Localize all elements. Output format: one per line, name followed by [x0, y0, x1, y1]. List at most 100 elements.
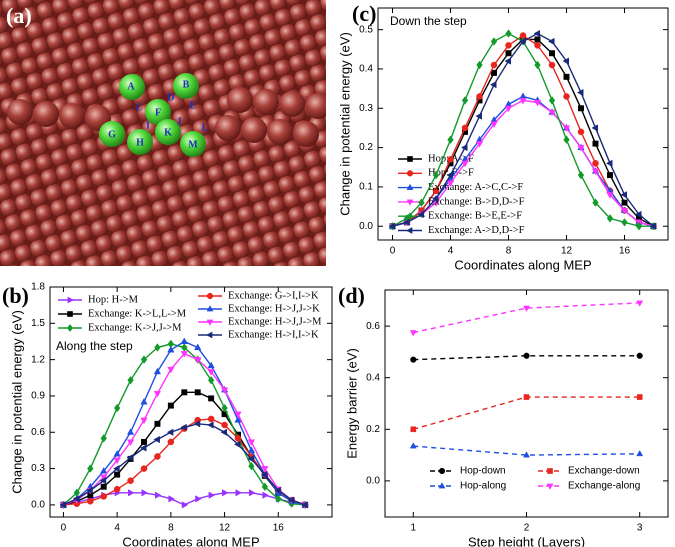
- marker: [195, 495, 202, 503]
- marker: [620, 191, 627, 199]
- marker: [234, 416, 242, 423]
- marker: [534, 36, 541, 43]
- y-tick-label: 1.2: [31, 354, 45, 365]
- atom-label: J: [177, 116, 182, 127]
- marker: [476, 93, 483, 100]
- y-tick-label: 0.0: [359, 221, 373, 232]
- structure-image: A B C D E F G H I J K L M (a): [0, 0, 326, 266]
- panel-label: (b): [2, 283, 29, 308]
- legend-marker: [206, 331, 213, 339]
- series-line: [63, 423, 306, 506]
- marker: [431, 195, 439, 203]
- marker: [533, 99, 542, 107]
- marker: [207, 375, 215, 385]
- legend-label: Exchange: K->J,J->M: [88, 322, 182, 333]
- marker: [248, 461, 255, 471]
- marker: [490, 121, 498, 129]
- x-axis-label: Step height (Layers): [468, 534, 585, 547]
- atom-label: M: [188, 139, 198, 150]
- marker: [287, 496, 295, 504]
- legend-label: Exchange: A->C,C->F: [428, 182, 523, 193]
- legend-marker: [406, 199, 414, 206]
- marker: [261, 482, 269, 491]
- y-axis-label: Change in potential energy (eV): [337, 32, 352, 216]
- marker: [153, 435, 160, 444]
- x-tick-label: 4: [448, 246, 454, 257]
- marker: [562, 125, 571, 132]
- marker: [533, 29, 540, 38]
- legend-label: Hop: H->M: [88, 294, 139, 305]
- y-tick-label: 0.1: [359, 182, 373, 193]
- legend-marker: [206, 292, 214, 300]
- marker: [72, 495, 80, 503]
- x-tick-label: 8: [506, 246, 512, 257]
- marker: [126, 439, 135, 446]
- marker: [127, 477, 134, 484]
- legend-label: Hop-down: [460, 466, 506, 477]
- marker: [233, 440, 241, 448]
- marker: [504, 57, 511, 65]
- legend-marker: [67, 311, 73, 317]
- marker: [563, 135, 570, 144]
- marker: [140, 465, 148, 472]
- marker: [636, 449, 644, 457]
- marker: [181, 389, 188, 396]
- y-tick-label: 0.6: [31, 427, 45, 438]
- marker: [475, 112, 482, 120]
- marker: [141, 438, 147, 445]
- marker: [207, 369, 215, 376]
- marker: [247, 446, 256, 453]
- marker: [548, 109, 556, 117]
- legend-marker: [406, 183, 414, 190]
- marker: [220, 387, 229, 394]
- marker: [274, 486, 281, 494]
- marker: [446, 171, 453, 179]
- marker: [592, 140, 599, 147]
- marker: [167, 402, 174, 409]
- marker: [59, 501, 66, 509]
- marker: [605, 159, 613, 167]
- marker: [549, 50, 555, 57]
- marker: [234, 411, 242, 419]
- marker: [606, 192, 614, 199]
- marker: [621, 218, 628, 227]
- marker: [591, 124, 598, 132]
- annotation: Along the step: [56, 339, 133, 353]
- legend-marker: [546, 483, 554, 490]
- marker: [402, 218, 410, 226]
- marker: [220, 428, 228, 436]
- x-tick-label: 4: [114, 523, 120, 534]
- marker: [409, 330, 417, 337]
- series-line: [413, 355, 640, 361]
- marker: [548, 96, 556, 105]
- marker: [548, 61, 556, 69]
- marker: [140, 355, 148, 364]
- marker: [260, 471, 268, 479]
- atom-label: D: [167, 92, 174, 103]
- marker: [446, 180, 455, 188]
- marker: [180, 423, 187, 432]
- marker: [100, 483, 107, 490]
- atom-label: F: [155, 107, 161, 118]
- marker: [606, 214, 614, 223]
- legend-marker: [206, 319, 214, 326]
- x-tick-label: 0: [390, 246, 396, 257]
- step-row: [7, 87, 326, 147]
- marker: [153, 367, 162, 375]
- marker: [167, 345, 175, 353]
- x-tick-label: 12: [561, 246, 573, 257]
- annotation: Down the step: [390, 14, 467, 28]
- marker: [100, 466, 108, 474]
- y-tick-label: 0.9: [31, 391, 45, 402]
- legend-marker: [438, 482, 446, 489]
- legend-label: Exchange: A->D,D->F: [428, 225, 525, 236]
- marker: [410, 426, 417, 433]
- marker: [207, 421, 214, 429]
- marker: [154, 491, 162, 499]
- marker: [620, 208, 629, 215]
- marker: [636, 300, 644, 307]
- legend-marker: [66, 323, 74, 333]
- marker: [193, 420, 201, 428]
- marker: [140, 417, 148, 425]
- atom-label: K: [164, 127, 172, 138]
